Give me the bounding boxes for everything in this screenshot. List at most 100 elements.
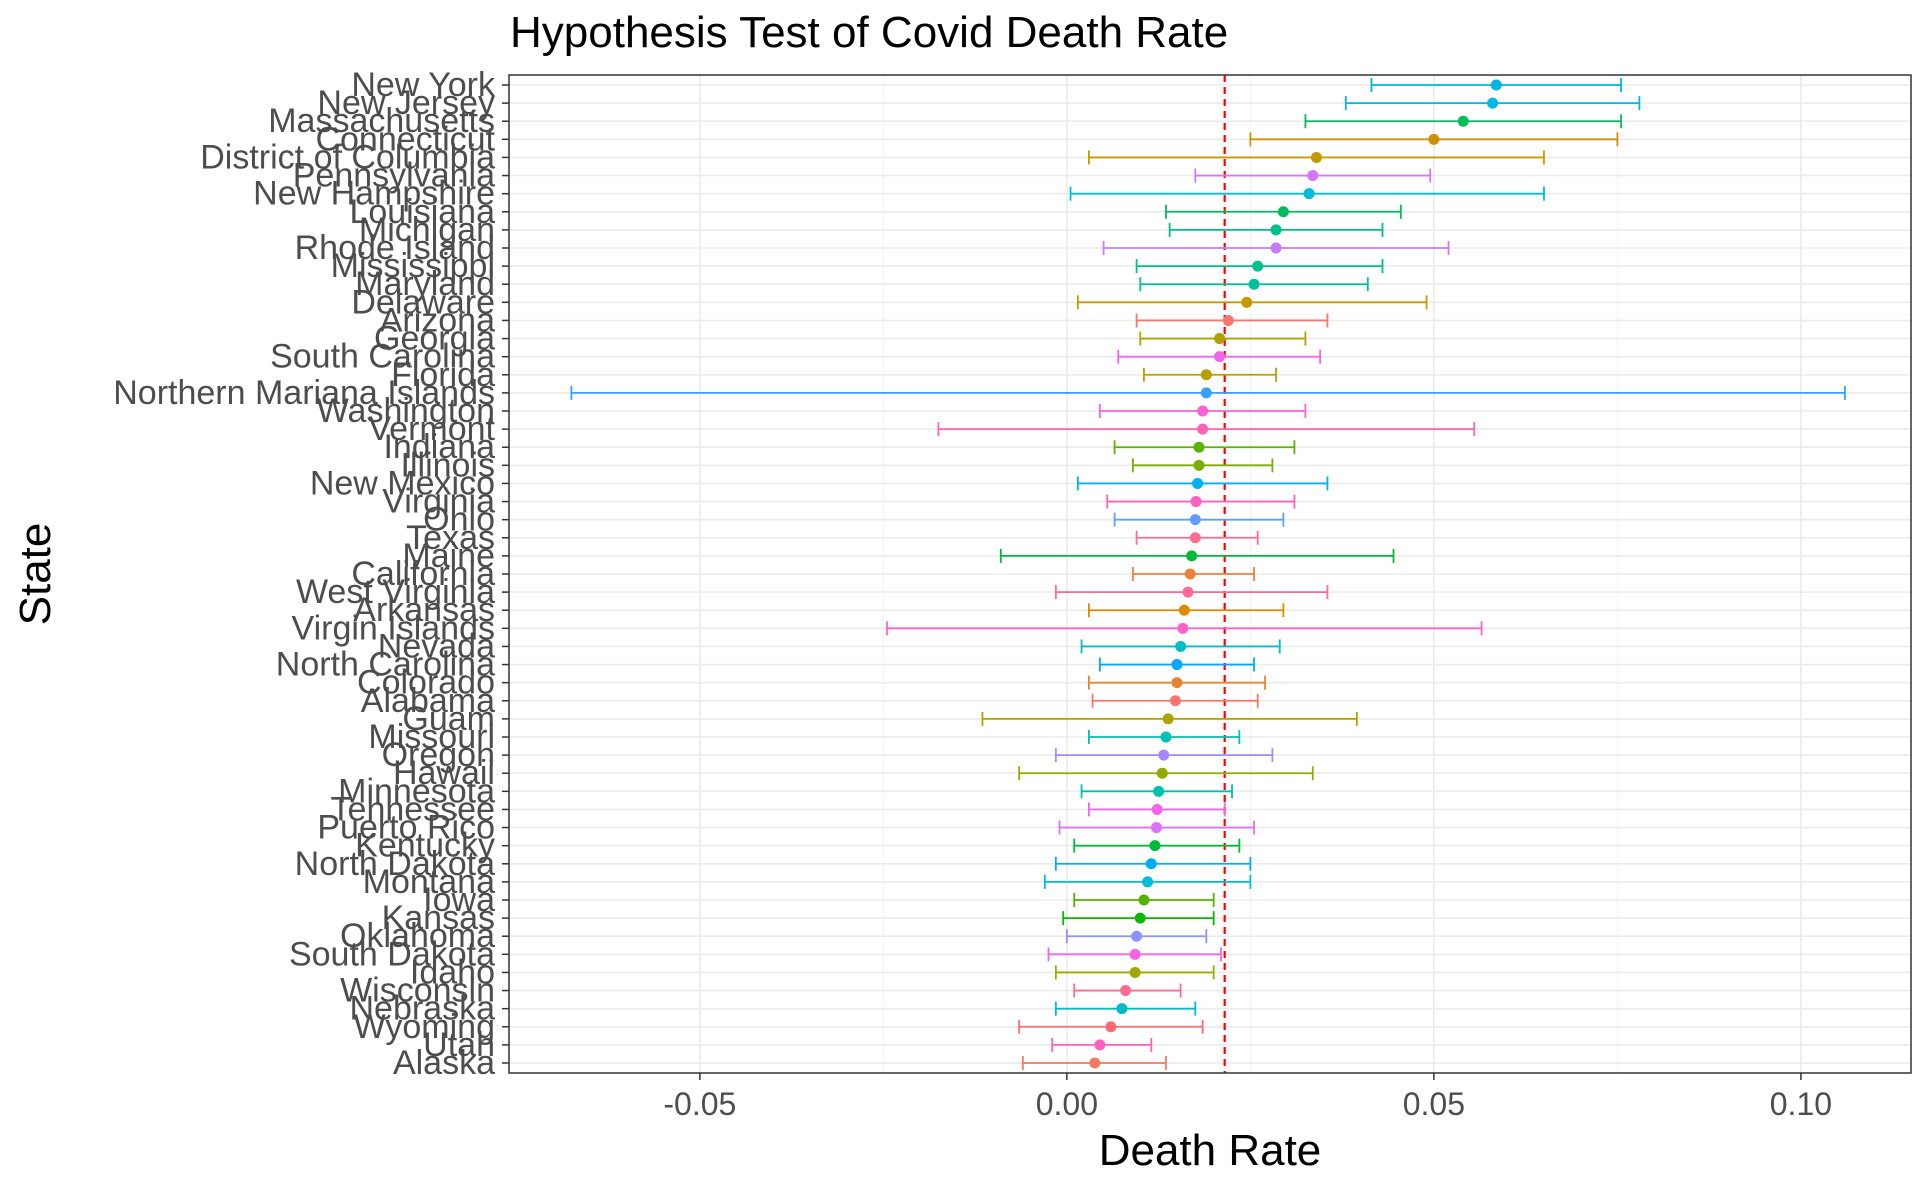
y-tick-label: New Jersey xyxy=(317,84,495,122)
y-tick-label: Louisiana xyxy=(349,193,495,231)
y-tick-label: Colorado xyxy=(357,664,495,702)
data-point xyxy=(1158,749,1170,761)
data-point xyxy=(1214,333,1226,345)
y-tick-label: North Dakota xyxy=(295,845,495,883)
errorbar-virgin-islands xyxy=(886,621,1483,636)
y-tick-label: Georgia xyxy=(374,320,495,358)
errorbar-kentucky xyxy=(1073,838,1241,853)
y-tick-label: Arizona xyxy=(380,301,495,339)
y-tick-label: Connecticut xyxy=(315,120,495,158)
errorbar-massachusetts xyxy=(1304,114,1622,129)
y-tick-label: Virgin Islands xyxy=(292,609,496,647)
y-tick-label: California xyxy=(351,555,495,593)
data-point xyxy=(1190,496,1202,508)
y-tick-label: Hawaii xyxy=(393,754,495,792)
y-tick-label: Maine xyxy=(402,537,495,575)
y-tick-label: New Hampshire xyxy=(253,175,495,213)
y-tick-label: Nevada xyxy=(378,627,495,665)
data-point xyxy=(1197,405,1209,417)
y-tick-label: Ohio xyxy=(423,501,495,539)
data-point xyxy=(1189,532,1201,544)
y-tick-label: Oklahoma xyxy=(340,917,495,955)
data-point xyxy=(1134,912,1146,924)
data-point xyxy=(1151,803,1163,815)
data-point xyxy=(1428,133,1440,145)
y-tick-label: Arkansas xyxy=(353,591,495,629)
y-tick-label: Washington xyxy=(317,392,495,430)
errorbar-connecticut xyxy=(1249,132,1619,147)
chart-title: Hypothesis Test of Covid Death Rate xyxy=(510,8,1229,57)
data-point xyxy=(1171,677,1183,689)
errorbar-layer xyxy=(570,78,1846,1070)
errorbar-colorado xyxy=(1087,675,1266,690)
data-point xyxy=(1222,314,1234,326)
data-point xyxy=(1214,351,1226,363)
errorbar-south-dakota xyxy=(1047,947,1222,962)
errorbar-rhode-island xyxy=(1102,241,1450,255)
x-tick-labels: -0.05 0.00 0.05 0.10 xyxy=(663,1073,1832,1122)
y-tick-label: Iowa xyxy=(423,881,495,919)
data-point xyxy=(1175,640,1187,652)
data-point xyxy=(1193,459,1205,471)
errorbar-guam xyxy=(981,711,1358,726)
errorbar-iowa xyxy=(1073,893,1215,907)
data-point xyxy=(1277,206,1289,218)
errorbar-district-of-columbia xyxy=(1087,150,1545,165)
y-tick-label: Texas xyxy=(406,519,495,557)
data-point xyxy=(1142,876,1154,888)
errorbar-texas xyxy=(1135,530,1259,545)
data-point xyxy=(1189,514,1201,526)
errorbar-oregon xyxy=(1054,748,1274,763)
errorbar-pennsylvania xyxy=(1194,168,1432,183)
data-point xyxy=(1105,1021,1117,1033)
errorbar-arizona xyxy=(1135,313,1329,328)
errorbar-oklahoma xyxy=(1065,929,1208,944)
data-point xyxy=(1171,659,1183,671)
x-tick-label: -0.05 xyxy=(663,1086,736,1122)
data-point xyxy=(1303,188,1315,200)
errorbar-maryland xyxy=(1139,277,1369,292)
y-tick-label: Vermont xyxy=(368,410,495,448)
errorbar-alabama xyxy=(1091,693,1259,708)
errorbar-new-mexico xyxy=(1076,476,1329,491)
data-point xyxy=(1193,441,1205,453)
data-point xyxy=(1457,115,1469,127)
errorbar-north-carolina xyxy=(1098,657,1255,672)
data-point xyxy=(1200,387,1212,399)
y-tick-label: Minnesota xyxy=(338,772,495,810)
y-tick-label: Nebraska xyxy=(349,990,495,1028)
data-point xyxy=(1160,731,1172,743)
y-tick-label: Virginia xyxy=(382,483,495,521)
y-tick-label: Northern Mariana Islands xyxy=(113,374,495,412)
data-point xyxy=(1156,767,1168,779)
errorbar-indiana xyxy=(1113,440,1296,455)
data-point xyxy=(1129,966,1141,978)
y-tick-label: Missouri xyxy=(368,718,495,756)
data-point xyxy=(1270,224,1282,236)
y-tick-label: Kansas xyxy=(382,899,495,937)
errorbar-michigan xyxy=(1168,222,1384,237)
y-tick-label: Alaska xyxy=(393,1044,495,1082)
data-point xyxy=(1153,785,1165,797)
y-tick-label: Wisconsin xyxy=(340,972,495,1010)
data-point xyxy=(1089,1057,1101,1069)
errorbar-washington xyxy=(1098,404,1307,418)
errorbar-alaska xyxy=(1021,1056,1167,1070)
y-tick-label: Guam xyxy=(402,700,495,738)
x-tick-label: 0.00 xyxy=(1036,1086,1098,1122)
y-tick-label: Alabama xyxy=(361,682,495,720)
y-tick-label: Kentucky xyxy=(355,827,495,865)
data-point xyxy=(1131,930,1143,942)
y-tick-label: Florida xyxy=(391,356,495,394)
x-tick-label: 0.10 xyxy=(1770,1086,1832,1122)
errorbar-delaware xyxy=(1076,295,1428,310)
y-tick-label: New York xyxy=(351,66,496,104)
data-point xyxy=(1162,713,1174,725)
errorbar-florida xyxy=(1143,367,1277,382)
errorbar-tennessee xyxy=(1087,802,1226,817)
y-tick-label: Tennessee xyxy=(331,790,495,828)
y-tick-label: Maryland xyxy=(355,265,495,303)
data-point xyxy=(1094,1039,1106,1051)
y-tick-label: Idaho xyxy=(410,953,495,991)
y-tick-label: Indiana xyxy=(383,428,495,466)
